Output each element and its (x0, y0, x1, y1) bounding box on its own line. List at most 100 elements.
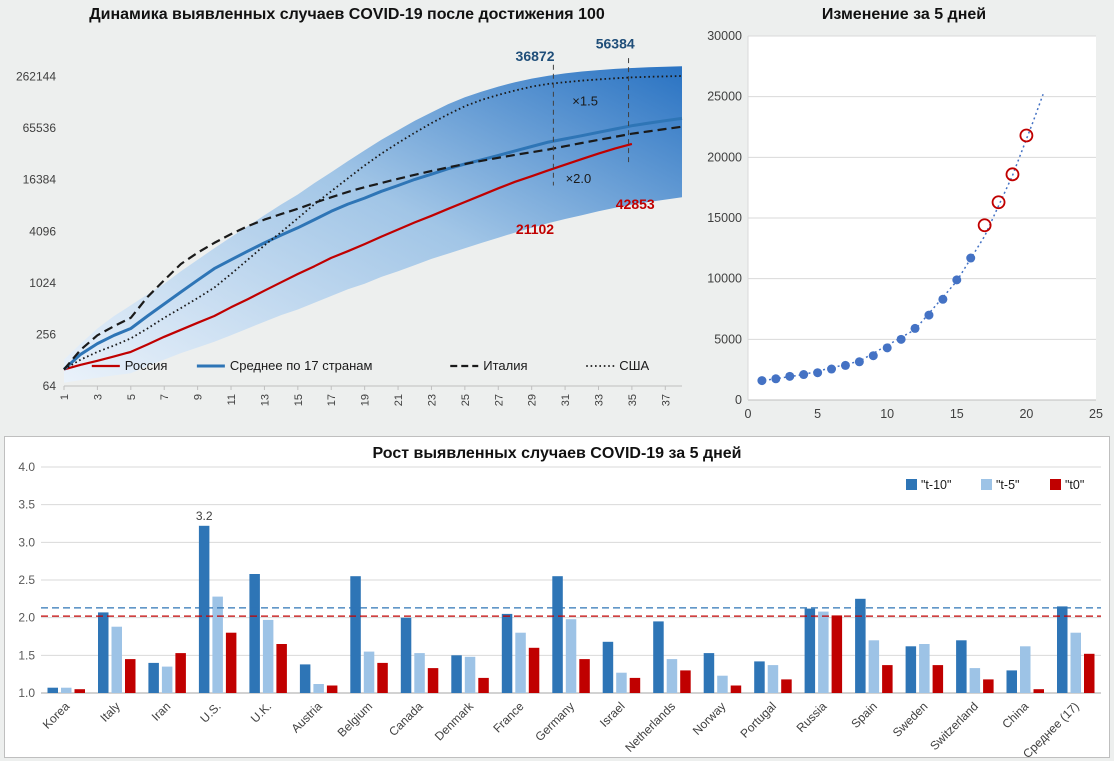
svg-text:16384: 16384 (23, 173, 57, 187)
bar-t10 (148, 662, 159, 693)
svg-text:Denmark: Denmark (432, 699, 477, 744)
svg-text:3: 3 (92, 394, 104, 400)
bar-t0 (326, 685, 338, 693)
bar-t5 (666, 659, 678, 693)
svg-text:19: 19 (360, 394, 372, 406)
bars-t0 (74, 615, 1095, 693)
svg-text:9: 9 (193, 394, 205, 400)
bar-t5 (464, 656, 476, 693)
bar-t0 (276, 644, 287, 693)
legend-swatch-t5 (981, 479, 992, 490)
svg-text:U.S.: U.S. (197, 699, 223, 725)
country-range-band (64, 66, 682, 383)
bar-t5 (1020, 646, 1031, 693)
svg-text:4096: 4096 (29, 224, 56, 238)
svg-text:256: 256 (36, 327, 56, 341)
legend-label-usa: США (619, 358, 649, 373)
bar-t5 (414, 653, 425, 693)
svg-text:Spain: Spain (848, 699, 880, 731)
svg-text:5: 5 (814, 407, 821, 421)
legend-label-t10: "t-10" (921, 478, 951, 492)
russia-line (63, 142, 633, 371)
bar-value-label: 3.2 (196, 509, 213, 523)
bar-t0 (629, 677, 641, 693)
svg-text:Korea: Korea (40, 699, 73, 732)
top-row: Динамика выявленных случаев COVID-19 пос… (0, 0, 1114, 434)
bar-t0 (377, 662, 388, 693)
svg-text:Belgium: Belgium (335, 699, 376, 740)
bar-t0 (781, 679, 792, 693)
svg-text:Norway: Norway (690, 699, 729, 738)
bar-t0 (528, 647, 540, 693)
bar-t5 (363, 651, 375, 693)
svg-text:Portugal: Portugal (738, 699, 780, 741)
svg-text:10: 10 (880, 407, 894, 421)
svg-text:37: 37 (660, 394, 672, 406)
bar-t10 (400, 617, 412, 693)
svg-text:20: 20 (1019, 407, 1033, 421)
category-labels: Korea Italy Iran U.S. U.K. Austria Belgium Cana… (40, 699, 1082, 757)
dynamics-panel: Динамика выявленных случаев COVID-19 пос… (0, 0, 694, 434)
svg-text:1024: 1024 (29, 276, 56, 290)
bar-t5 (61, 687, 72, 693)
observed-points (757, 253, 976, 386)
svg-text:35: 35 (627, 394, 639, 406)
legend-label-russia: Россия (125, 358, 168, 373)
bar-t5 (313, 684, 324, 693)
bar-t10 (703, 653, 715, 693)
svg-text:2.5: 2.5 (18, 573, 35, 587)
svg-text:France: France (490, 699, 527, 736)
svg-text:1: 1 (59, 394, 71, 400)
legend-label-t0: "t0" (1065, 478, 1084, 492)
svg-text:4.0: 4.0 (18, 460, 35, 474)
highlighted-points (977, 128, 1034, 233)
bar-t5 (616, 672, 627, 693)
change-panel: Изменение за 5 дней 0 5000 10000 15000 20000… (694, 0, 1114, 434)
bar-t10 (855, 598, 866, 693)
svg-text:11: 11 (226, 394, 238, 405)
svg-text:27: 27 (493, 394, 505, 406)
annotation-label: 42853 (616, 196, 655, 212)
annotation-label: 21102 (516, 221, 554, 237)
bar-t5 (717, 675, 728, 693)
bars-t10 (47, 525, 1068, 693)
svg-text:5: 5 (126, 394, 138, 400)
svg-text:Switzerland: Switzerland (927, 699, 981, 753)
bar-t10 (804, 608, 816, 693)
bar-t10 (451, 655, 462, 693)
annotation-label: 56384 (596, 35, 635, 51)
bar-t0 (680, 670, 691, 693)
legend-label-italy: Италия (483, 358, 527, 373)
svg-text:1.5: 1.5 (18, 648, 35, 662)
bar-t5 (969, 668, 981, 693)
bar-t5 (565, 619, 577, 693)
svg-text:15: 15 (293, 394, 305, 406)
bar-t10 (905, 646, 917, 693)
annotation-label: 36872 (516, 48, 555, 64)
bar-t0 (74, 689, 85, 693)
svg-text:Russia: Russia (794, 699, 830, 735)
svg-text:31: 31 (560, 394, 572, 406)
svg-text:3.0: 3.0 (18, 535, 35, 549)
bar-t5 (262, 619, 274, 693)
bar-t0 (175, 653, 186, 693)
svg-text:China: China (999, 699, 1031, 731)
svg-text:13: 13 (259, 394, 271, 406)
svg-text:7: 7 (159, 394, 171, 400)
bar-t10 (1057, 606, 1068, 693)
bar-t10 (198, 525, 210, 693)
svg-text:Canada: Canada (386, 699, 426, 739)
chart-legend: Россия Среднее по 17 странам Италия США (91, 358, 650, 373)
svg-text:Israel: Israel (597, 699, 628, 730)
annotation-label: ×1.5 (572, 94, 598, 109)
bar-t0 (225, 632, 237, 693)
bar-t0 (1033, 689, 1044, 693)
axes: 0 5000 10000 15000 20000 25000 30000 0 5 10 15 20 25 (707, 29, 1103, 421)
svg-text:1.0: 1.0 (18, 686, 35, 700)
svg-text:64: 64 (43, 379, 57, 393)
svg-text:23: 23 (426, 394, 438, 406)
svg-text:Netherlands: Netherlands (622, 699, 678, 755)
legend-swatch-t10 (906, 479, 917, 490)
